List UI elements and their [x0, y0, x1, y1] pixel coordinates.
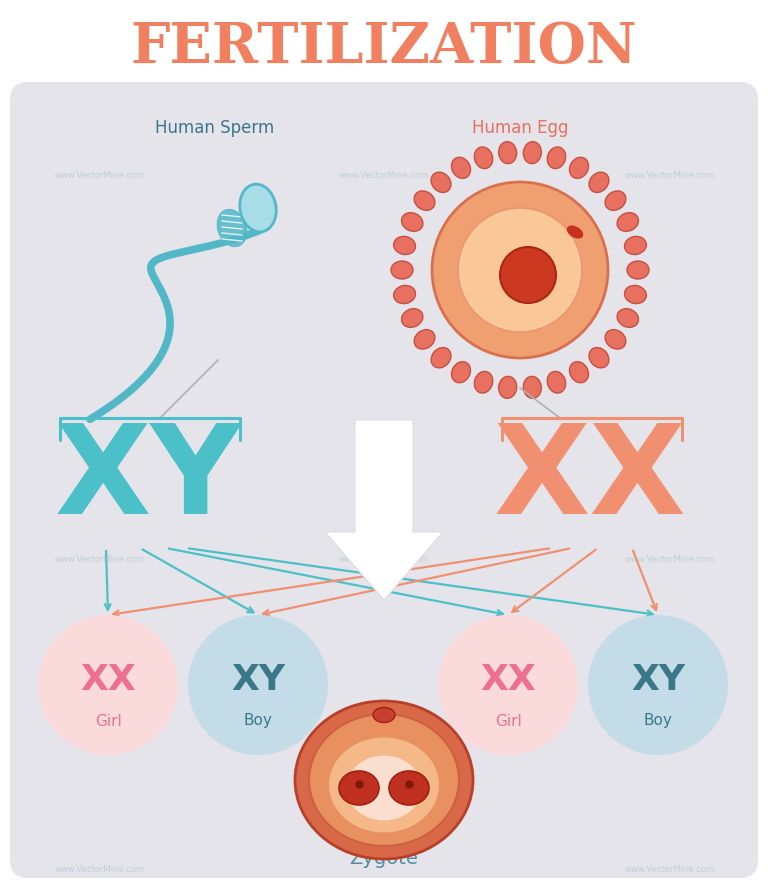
Ellipse shape: [498, 376, 517, 398]
Ellipse shape: [414, 330, 435, 349]
Ellipse shape: [589, 172, 609, 193]
Ellipse shape: [391, 261, 413, 279]
Ellipse shape: [605, 191, 626, 211]
Ellipse shape: [240, 184, 276, 232]
Ellipse shape: [569, 157, 588, 179]
Circle shape: [438, 615, 578, 755]
Polygon shape: [325, 420, 443, 600]
Ellipse shape: [431, 172, 451, 193]
Ellipse shape: [569, 362, 588, 383]
Ellipse shape: [627, 261, 649, 279]
Text: Human Sperm: Human Sperm: [155, 119, 275, 137]
Circle shape: [432, 182, 608, 358]
Ellipse shape: [475, 371, 493, 393]
Ellipse shape: [523, 142, 541, 163]
Ellipse shape: [617, 213, 638, 231]
Ellipse shape: [394, 286, 415, 304]
Text: Girl: Girl: [94, 714, 121, 729]
Ellipse shape: [402, 213, 423, 231]
Circle shape: [188, 615, 328, 755]
Text: Zygote: Zygote: [349, 848, 419, 867]
Text: www.VectorMine.com: www.VectorMine.com: [55, 555, 145, 564]
Ellipse shape: [431, 347, 451, 368]
Ellipse shape: [605, 330, 626, 349]
Ellipse shape: [339, 771, 379, 805]
Text: XY: XY: [631, 663, 685, 697]
Text: Girl: Girl: [495, 714, 521, 729]
Text: Human Egg: Human Egg: [472, 119, 568, 137]
Ellipse shape: [548, 371, 566, 393]
Ellipse shape: [309, 714, 459, 846]
Ellipse shape: [567, 225, 583, 238]
Text: www.VectorMine.com: www.VectorMine.com: [339, 555, 429, 564]
Text: XY: XY: [231, 663, 285, 697]
Text: www.VectorMine.com: www.VectorMine.com: [625, 865, 715, 874]
FancyBboxPatch shape: [10, 82, 758, 878]
Text: www.VectorMine.com: www.VectorMine.com: [339, 171, 429, 179]
Ellipse shape: [394, 237, 415, 255]
Ellipse shape: [498, 142, 517, 163]
Ellipse shape: [402, 309, 423, 328]
Ellipse shape: [217, 210, 247, 246]
Ellipse shape: [589, 347, 609, 368]
Ellipse shape: [624, 286, 647, 304]
Text: XX: XX: [494, 420, 687, 540]
Ellipse shape: [346, 755, 422, 821]
Text: Boy: Boy: [243, 714, 273, 729]
Text: www.VectorMine.com: www.VectorMine.com: [55, 171, 145, 179]
Text: XY: XY: [55, 420, 241, 540]
Text: Boy: Boy: [644, 714, 673, 729]
Text: www.VectorMine.com: www.VectorMine.com: [55, 865, 145, 874]
Ellipse shape: [523, 376, 541, 398]
Circle shape: [458, 208, 582, 332]
Circle shape: [588, 615, 728, 755]
Text: www.VectorMine.com: www.VectorMine.com: [625, 171, 715, 179]
Text: www.VectorMine.com: www.VectorMine.com: [625, 555, 715, 564]
Ellipse shape: [329, 738, 439, 832]
Text: XX: XX: [480, 663, 536, 697]
Ellipse shape: [452, 157, 471, 179]
Text: XX: XX: [80, 663, 136, 697]
Ellipse shape: [475, 147, 493, 169]
Ellipse shape: [624, 237, 647, 255]
Ellipse shape: [452, 362, 471, 383]
Circle shape: [500, 247, 556, 303]
Ellipse shape: [295, 701, 473, 859]
Ellipse shape: [617, 309, 638, 328]
Ellipse shape: [389, 771, 429, 805]
Ellipse shape: [548, 147, 566, 169]
Ellipse shape: [414, 191, 435, 211]
Circle shape: [38, 615, 178, 755]
Ellipse shape: [373, 707, 395, 722]
Text: FERTILIZATION: FERTILIZATION: [131, 21, 637, 76]
